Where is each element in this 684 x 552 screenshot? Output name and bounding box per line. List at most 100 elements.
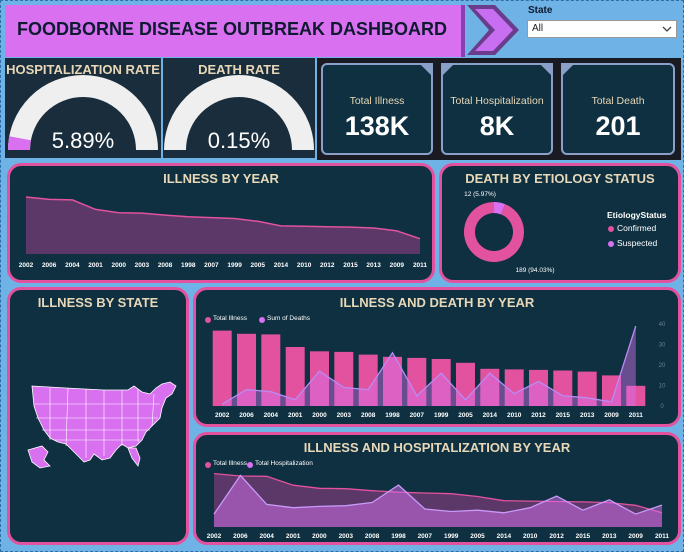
- bar-illness: [383, 356, 402, 406]
- bar-illness: [237, 333, 256, 406]
- panel-title: ILLNESS BY STATE: [37, 295, 159, 310]
- hospitalization-area: [214, 475, 662, 527]
- bar-illness: [261, 334, 281, 406]
- card-corner-icon: [441, 63, 455, 77]
- x-tick-label: 2004: [65, 262, 80, 269]
- card-label: Total Death: [591, 95, 645, 107]
- x-tick-label: 1999: [444, 533, 459, 540]
- chevron-down-icon: [662, 26, 672, 32]
- bar-illness: [431, 359, 451, 406]
- legend-dot-hospitalization: [247, 462, 253, 468]
- chevron-right-icon: [467, 5, 519, 55]
- legend-item-total-hospitalization[interactable]: Total Hospitalization: [255, 460, 313, 467]
- y-right-tick: 20: [659, 363, 666, 369]
- x-tick-label: 2014: [497, 533, 512, 540]
- legend-item-total-illness[interactable]: Total Illness: [213, 315, 247, 322]
- bar-illness: [626, 385, 646, 406]
- x-tick-label: 2006: [233, 533, 248, 540]
- card-value: 201: [595, 111, 641, 141]
- kpi-card-total-illness: Total Illness 138K: [321, 63, 433, 155]
- x-tick-label: 2012: [531, 412, 546, 419]
- x-tick-label: 2013: [366, 262, 381, 269]
- hospitalization-rate-gauge: HOSPITALIZATION RATE 5.89%: [5, 58, 161, 158]
- x-tick-label: 2010: [297, 262, 312, 269]
- x-tick-label: 2013: [602, 533, 617, 540]
- death-rate-gauge: DEATH RATE 0.15%: [163, 58, 315, 158]
- state-filter-value: All: [532, 23, 544, 34]
- slice-label-suspected: 12 (5.97%): [464, 191, 496, 198]
- gauge-value: 0.15%: [207, 128, 271, 153]
- panel-title: ILLNESS BY YEAR: [163, 171, 279, 186]
- x-tick-label: 2011: [413, 262, 427, 269]
- legend-item-total-illness[interactable]: Total Illness: [213, 460, 247, 467]
- state-filter-label: State: [528, 5, 553, 16]
- x-tick-label: 2012: [549, 533, 564, 540]
- x-tick-label: 2012: [320, 262, 335, 269]
- alaska-shape: [27, 445, 51, 469]
- us-map[interactable]: [10, 290, 186, 542]
- legend-dot-illness: [205, 462, 211, 468]
- x-tick-label: 2001: [288, 412, 303, 419]
- bar-illness: [358, 354, 378, 406]
- panel-title: ILLNESS AND DEATH BY YEAR: [339, 295, 535, 310]
- x-tick-label: 1999: [434, 412, 449, 419]
- gauge-value: 5.89%: [51, 128, 115, 153]
- state-filter-dropdown[interactable]: All: [527, 20, 677, 38]
- x-tick-label: 1999: [227, 262, 242, 269]
- x-tick-label: 2002: [207, 533, 222, 540]
- illness-and-death-panel: ILLNESS AND DEATH BY YEAR Total Illness …: [193, 287, 681, 427]
- page-title: FOODBORNE DISEASE OUTBREAK DASHBOARD: [17, 19, 448, 39]
- x-tick-label: 2010: [507, 412, 522, 419]
- illness-by-state-panel: ILLNESS BY STATE: [7, 287, 189, 545]
- donut-slice-suspected: [494, 202, 505, 215]
- bar-illness: [602, 375, 621, 406]
- gauge-title: DEATH RATE: [198, 62, 280, 77]
- legend-title: EtiologyStatus: [607, 210, 667, 220]
- x-tick-label: 2006: [239, 412, 254, 419]
- x-tick-label: 2015: [343, 262, 358, 269]
- card-label: Total Illness: [349, 95, 405, 107]
- y-right-tick: 30: [659, 343, 666, 349]
- deaths-line: [221, 325, 637, 405]
- x-tick-label: 1998: [181, 262, 196, 269]
- title-banner: [5, 5, 465, 57]
- illness-line: [25, 196, 421, 240]
- illness-by-year-chart: 2002 2006 2004 2001 2000 2003 2008 1998 2007 1999…: [19, 196, 427, 269]
- x-tick-label: 2000: [312, 412, 327, 419]
- x-tick-label: 2006: [42, 262, 57, 269]
- x-tick-label: 2011: [655, 533, 669, 540]
- slice-label-confirmed: 189 (94.03%): [515, 267, 554, 274]
- y-right-tick: 10: [659, 384, 666, 390]
- x-tick-label: 2004: [259, 533, 274, 540]
- x-tick-label: 2008: [158, 262, 173, 269]
- x-tick-label: 2008: [365, 533, 380, 540]
- illness-death-chart: 0 10 20 30 40 2002 2006 2004 2001 2000 2003 2008 199…: [212, 322, 666, 419]
- x-tick-label: 2010: [523, 533, 538, 540]
- death-etiology-donut: 12 (5.97%) 189 (94.03%): [463, 191, 555, 274]
- legend-item-sum-deaths[interactable]: Sum of Deaths: [267, 315, 310, 322]
- x-tick-label: 2009: [628, 533, 643, 540]
- legend-item-confirmed[interactable]: Confirmed: [617, 223, 657, 233]
- y-right-tick: 40: [659, 322, 666, 328]
- x-tick-label: 2001: [88, 262, 103, 269]
- x-tick-label: 2009: [390, 262, 405, 269]
- donut-slice-confirmed: [463, 202, 524, 262]
- legend-dot-deaths: [259, 317, 265, 323]
- legend-dot-confirmed: [608, 226, 614, 232]
- bar-illness: [407, 357, 427, 406]
- hospitalization-line: [213, 474, 663, 515]
- x-tick-label: 2013: [580, 412, 595, 419]
- x-tick-label: 2014: [274, 262, 289, 269]
- x-tick-label: 2001: [286, 533, 301, 540]
- x-tick-label: 2003: [135, 262, 150, 269]
- x-tick-label: 2009: [604, 412, 619, 419]
- illness-area: [26, 197, 420, 254]
- bar-illness: [334, 351, 354, 406]
- kpi-card-total-hospitalization: Total Hospitalization 8K: [441, 63, 553, 155]
- legend-item-suspected[interactable]: Suspected: [617, 238, 658, 248]
- x-tick-label: 2015: [556, 412, 571, 419]
- card-value: 8K: [479, 111, 515, 141]
- death-by-etiology-panel: DEATH BY ETIOLOGY STATUS 12 (5.97%) 189 (…: [439, 163, 681, 283]
- x-tick-label: 2007: [410, 412, 425, 419]
- illness-by-year-panel: ILLNESS BY YEAR 2002 2006 2004 2001 2000 2003…: [7, 163, 435, 283]
